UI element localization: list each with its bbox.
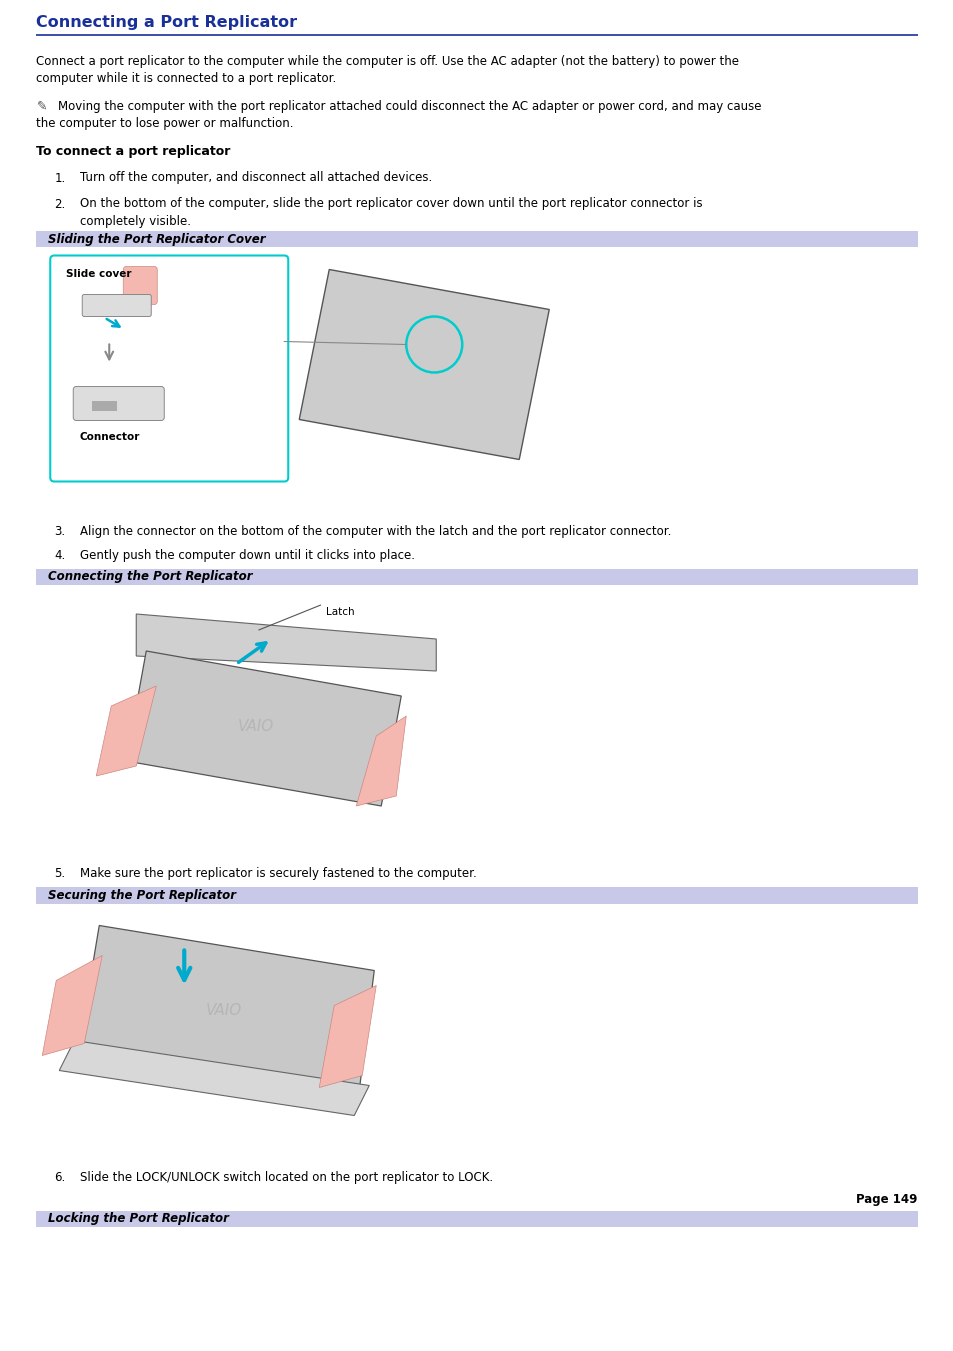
Polygon shape — [136, 613, 436, 671]
FancyBboxPatch shape — [51, 255, 288, 481]
Text: Slide the LOCK/UNLOCK switch located on the port replicator to LOCK.: Slide the LOCK/UNLOCK switch located on … — [80, 1170, 493, 1183]
Bar — [36, 904, 917, 1148]
Text: Connect a port replicator to the computer while the computer is off. Use the AC : Connect a port replicator to the compute… — [36, 54, 739, 68]
Polygon shape — [96, 686, 156, 775]
Text: Gently push the computer down until it clicks into place.: Gently push the computer down until it c… — [80, 549, 415, 562]
Polygon shape — [299, 269, 549, 459]
Text: Make sure the port replicator is securely fastened to the computer.: Make sure the port replicator is securel… — [80, 867, 476, 880]
Text: Slide cover: Slide cover — [66, 269, 132, 280]
Text: Latch: Latch — [326, 607, 355, 617]
Bar — [36, 585, 917, 844]
Text: completely visible.: completely visible. — [80, 215, 191, 228]
FancyBboxPatch shape — [123, 266, 157, 304]
Bar — [36, 247, 917, 503]
Text: Connector: Connector — [79, 431, 139, 442]
Text: Turn off the computer, and disconnect all attached devices.: Turn off the computer, and disconnect al… — [80, 172, 432, 185]
Text: 1.: 1. — [54, 172, 66, 185]
Polygon shape — [355, 716, 406, 807]
Text: VAIO: VAIO — [238, 719, 274, 734]
Text: 6.: 6. — [54, 1170, 66, 1183]
Text: Align the connector on the bottom of the computer with the latch and the port re: Align the connector on the bottom of the… — [80, 524, 671, 538]
Text: On the bottom of the computer, slide the port replicator cover down until the po: On the bottom of the computer, slide the… — [80, 197, 702, 211]
Bar — [36, 231, 917, 247]
Text: Securing the Port Replicator: Securing the Port Replicator — [49, 889, 236, 901]
FancyBboxPatch shape — [73, 386, 164, 420]
FancyBboxPatch shape — [82, 295, 152, 316]
Text: ✎: ✎ — [37, 100, 48, 113]
Polygon shape — [79, 925, 374, 1090]
Text: 4.: 4. — [54, 549, 66, 562]
Text: 3.: 3. — [54, 524, 66, 538]
Text: Connecting a Port Replicator: Connecting a Port Replicator — [36, 15, 297, 30]
Text: VAIO: VAIO — [206, 1002, 242, 1019]
Text: To connect a port replicator: To connect a port replicator — [36, 146, 231, 158]
Bar — [36, 569, 917, 585]
Text: Page 149: Page 149 — [856, 1193, 917, 1205]
Text: 5.: 5. — [54, 867, 66, 880]
Text: the computer to lose power or malfunction.: the computer to lose power or malfunctio… — [36, 118, 294, 131]
Text: 2.: 2. — [54, 197, 66, 211]
Text: Moving the computer with the port replicator attached could disconnect the AC ad: Moving the computer with the port replic… — [58, 100, 760, 113]
Bar — [36, 1210, 917, 1227]
Polygon shape — [126, 651, 401, 807]
Text: Connecting the Port Replicator: Connecting the Port Replicator — [49, 570, 253, 584]
Text: Sliding the Port Replicator Cover: Sliding the Port Replicator Cover — [49, 232, 266, 246]
Polygon shape — [319, 985, 375, 1088]
Text: computer while it is connected to a port replicator.: computer while it is connected to a port… — [36, 72, 336, 85]
Text: Locking the Port Replicator: Locking the Port Replicator — [49, 1212, 229, 1225]
Bar — [92, 401, 117, 412]
Polygon shape — [59, 1040, 369, 1116]
Polygon shape — [42, 955, 102, 1055]
Bar — [36, 888, 917, 904]
